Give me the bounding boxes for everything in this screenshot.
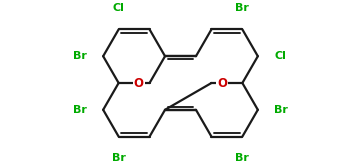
Text: Cl: Cl	[274, 51, 286, 61]
Text: Br: Br	[73, 105, 87, 115]
Text: Br: Br	[235, 3, 249, 13]
Text: Br: Br	[274, 105, 288, 115]
Text: Cl: Cl	[113, 3, 125, 13]
Text: O: O	[217, 77, 227, 89]
Text: Br: Br	[112, 153, 126, 163]
Text: O: O	[134, 77, 144, 89]
Text: Br: Br	[73, 51, 87, 61]
Text: Br: Br	[235, 153, 249, 163]
